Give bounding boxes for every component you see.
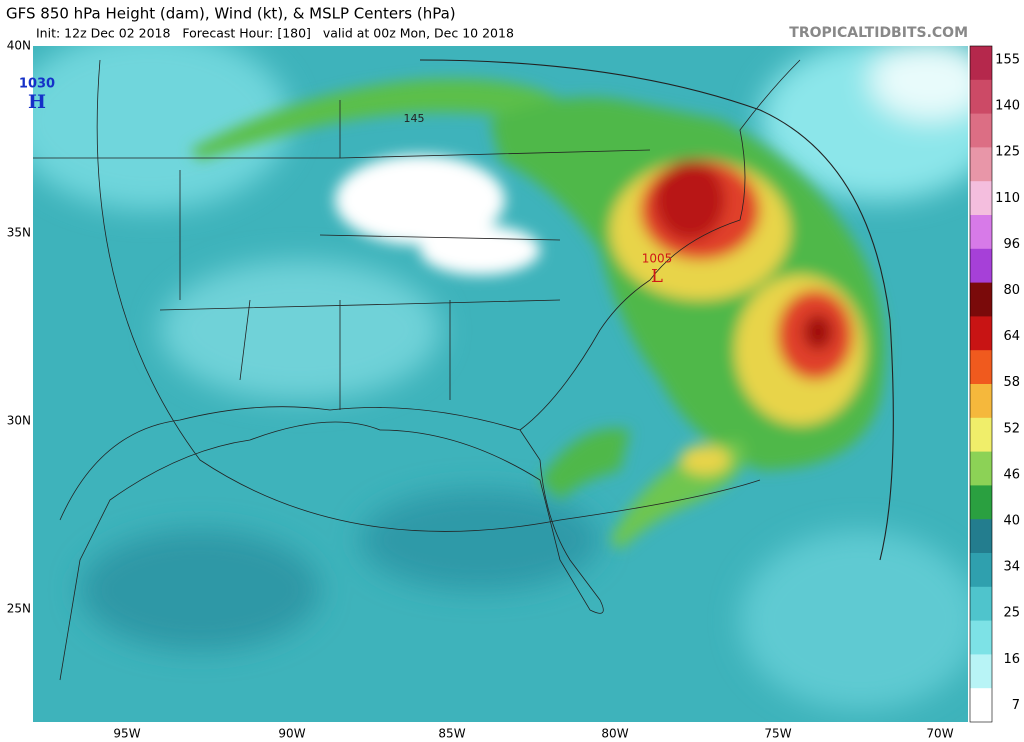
colorbar-label: 125 <box>995 145 1020 160</box>
map-field <box>33 46 968 722</box>
colorbar-label: 64 <box>1003 329 1020 344</box>
source: TROPICALTIDBITS.COM <box>789 25 968 41</box>
colorbar-segment <box>970 113 992 148</box>
colorbar-segment <box>970 620 992 655</box>
low-symbol: L <box>651 266 663 287</box>
colorbar-segment <box>970 586 992 622</box>
colorbar-segment <box>970 519 992 554</box>
colorbar-label: 25 <box>1003 606 1020 621</box>
lat-label: 25N <box>7 602 31 616</box>
colorbar-label: 16 <box>1003 652 1020 667</box>
colorbar-label: 58 <box>1003 375 1020 390</box>
colorbar-segment <box>970 553 992 588</box>
lat-label: 30N <box>7 414 31 428</box>
colorbar-frame <box>969 45 993 723</box>
colorbar-segment <box>970 316 992 351</box>
colorbar-segment <box>970 417 992 453</box>
colorbar-segment <box>970 282 992 317</box>
colorbar-segment <box>970 79 992 115</box>
lat-label: 35N <box>7 226 31 240</box>
lon-label: 80W <box>601 727 628 741</box>
lon-label: 95W <box>113 727 140 741</box>
colorbar-label: 80 <box>1003 283 1020 298</box>
colorbar-label: 140 <box>995 99 1020 114</box>
high-pressure: 1030 <box>19 77 55 92</box>
colorbar-label: 46 <box>1003 467 1020 482</box>
colorbar-segment <box>970 451 992 486</box>
colorbar-segment <box>970 485 992 520</box>
colorbar-segment <box>970 248 992 284</box>
colorbar: 155 140 125 110 96 80 64 58 52 46 40 34 25 16 7 <box>969 45 1020 723</box>
lon-labels: 95W 90W 85W 80W 75W 70W <box>113 727 953 741</box>
lon-label: 75W <box>764 727 791 741</box>
colorbar-segment <box>970 654 992 689</box>
lon-label: 90W <box>278 727 305 741</box>
lon-label: 85W <box>438 727 465 741</box>
lat-label: 40N <box>7 39 31 53</box>
subtitle: Init: 12z Dec 02 2018 Forecast Hour: [18… <box>36 26 514 41</box>
colorbar-label: 52 <box>1003 421 1020 436</box>
colorbar-segment <box>970 46 992 81</box>
high-symbol: H <box>28 91 46 113</box>
colorbar-segment <box>970 147 992 182</box>
colorbar-segment <box>970 215 992 250</box>
lon-label: 70W <box>926 727 953 741</box>
colorbar-segment <box>970 384 992 419</box>
lat-labels: 40N 35N 30N 25N <box>7 39 31 616</box>
colorbar-label: 110 <box>995 191 1020 206</box>
colorbar-segment <box>970 688 992 723</box>
contour-label: 145 <box>404 112 425 125</box>
low-pressure: 1005 <box>642 252 673 266</box>
colorbar-label: 40 <box>1003 514 1020 529</box>
colorbar-segment <box>970 181 992 216</box>
title: GFS 850 hPa Height (dam), Wind (kt), & M… <box>6 5 456 23</box>
colorbar-label: 155 <box>995 53 1020 68</box>
colorbar-segment <box>970 350 992 385</box>
colorbar-label: 34 <box>1003 560 1020 575</box>
colorbar-label: 96 <box>1003 237 1020 252</box>
colorbar-label: 7 <box>1012 698 1020 713</box>
